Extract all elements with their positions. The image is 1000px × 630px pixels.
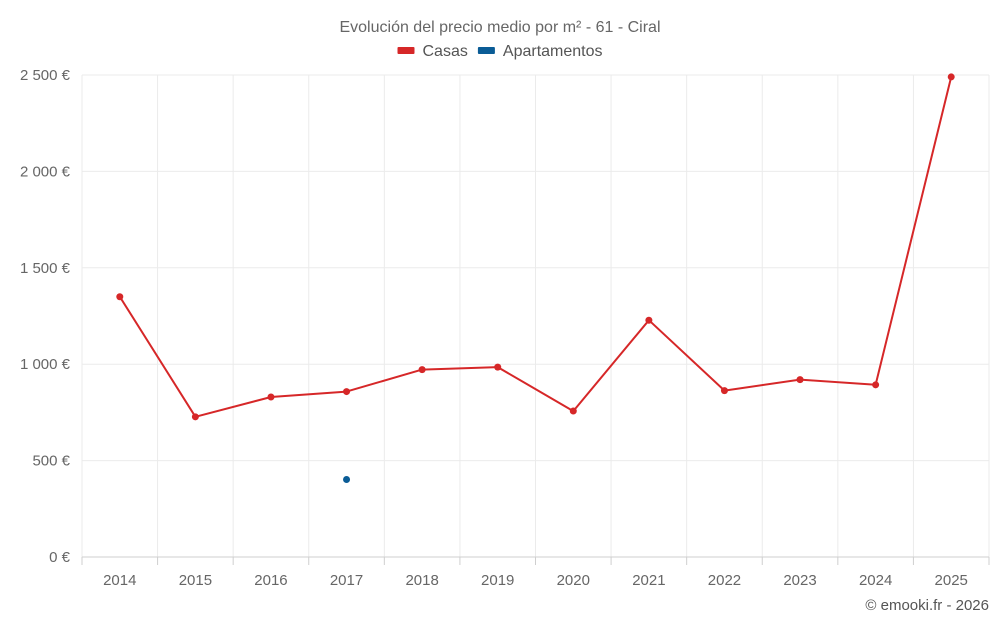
legend-swatch — [477, 47, 495, 54]
data-point-casas-2014[interactable] — [116, 293, 124, 301]
credit-text: © emooki.fr - 2026 — [865, 597, 989, 614]
chart-series — [116, 73, 955, 483]
x-tick-label: 2025 — [935, 572, 968, 589]
data-point-casas-2016[interactable] — [267, 393, 275, 401]
x-tick-label: 2018 — [405, 572, 438, 589]
y-tick-label: 2 000 € — [20, 163, 71, 180]
legend-item-casas[interactable]: Casas — [397, 43, 468, 60]
series-line-casas — [118, 76, 953, 418]
x-tick-label: 2024 — [859, 572, 892, 589]
x-tick-label: 2020 — [557, 572, 590, 589]
data-point-casas-2021[interactable] — [645, 316, 653, 324]
data-point-casas-2018[interactable] — [418, 366, 426, 374]
y-tick-label: 1 000 € — [20, 356, 71, 373]
x-tick-label: 2017 — [330, 572, 363, 589]
y-tick-label: 1 500 € — [20, 260, 71, 277]
data-point-apartamentos-2017[interactable] — [343, 475, 351, 483]
chart-title: Evolución del precio medio por m² - 61 -… — [339, 19, 660, 36]
y-tick-label: 500 € — [32, 453, 70, 470]
y-tick-label: 0 € — [49, 549, 71, 566]
legend-label: Apartamentos — [503, 43, 603, 60]
x-tick-label: 2019 — [481, 572, 514, 589]
x-tick-label: 2014 — [103, 572, 136, 589]
chart-legend: Casas Apartamentos — [397, 43, 603, 60]
data-point-casas-2025[interactable] — [947, 73, 955, 81]
x-tick-label: 2015 — [179, 572, 212, 589]
x-tick-label: 2021 — [632, 572, 665, 589]
series-casas — [116, 73, 955, 421]
data-point-casas-2024[interactable] — [872, 381, 880, 389]
legend-label: Casas — [423, 43, 468, 60]
x-axis-tick-labels: 2014 2015 2016 2017 2018 2019 2020 2021 2022 2023… — [103, 572, 968, 589]
x-tick-label: 2023 — [783, 572, 816, 589]
chart-grid — [81, 74, 990, 565]
data-point-casas-2017[interactable] — [343, 388, 351, 396]
y-tick-label: 2 500 € — [20, 67, 71, 84]
data-point-casas-2020[interactable] — [569, 407, 577, 415]
x-tick-label: 2016 — [254, 572, 287, 589]
data-point-casas-2015[interactable] — [191, 413, 199, 421]
data-point-casas-2022[interactable] — [720, 387, 728, 395]
data-point-casas-2023[interactable] — [796, 376, 804, 384]
legend-swatch — [397, 47, 415, 54]
y-axis-tick-labels: 0 € 500 € 1 000 € 1 500 € 2 000 € 2 500 € — [20, 67, 71, 566]
legend-item-apartamentos[interactable]: Apartamentos — [477, 43, 603, 60]
data-point-casas-2019[interactable] — [494, 363, 502, 371]
series-apartamentos — [343, 475, 351, 483]
x-tick-label: 2022 — [708, 572, 741, 589]
